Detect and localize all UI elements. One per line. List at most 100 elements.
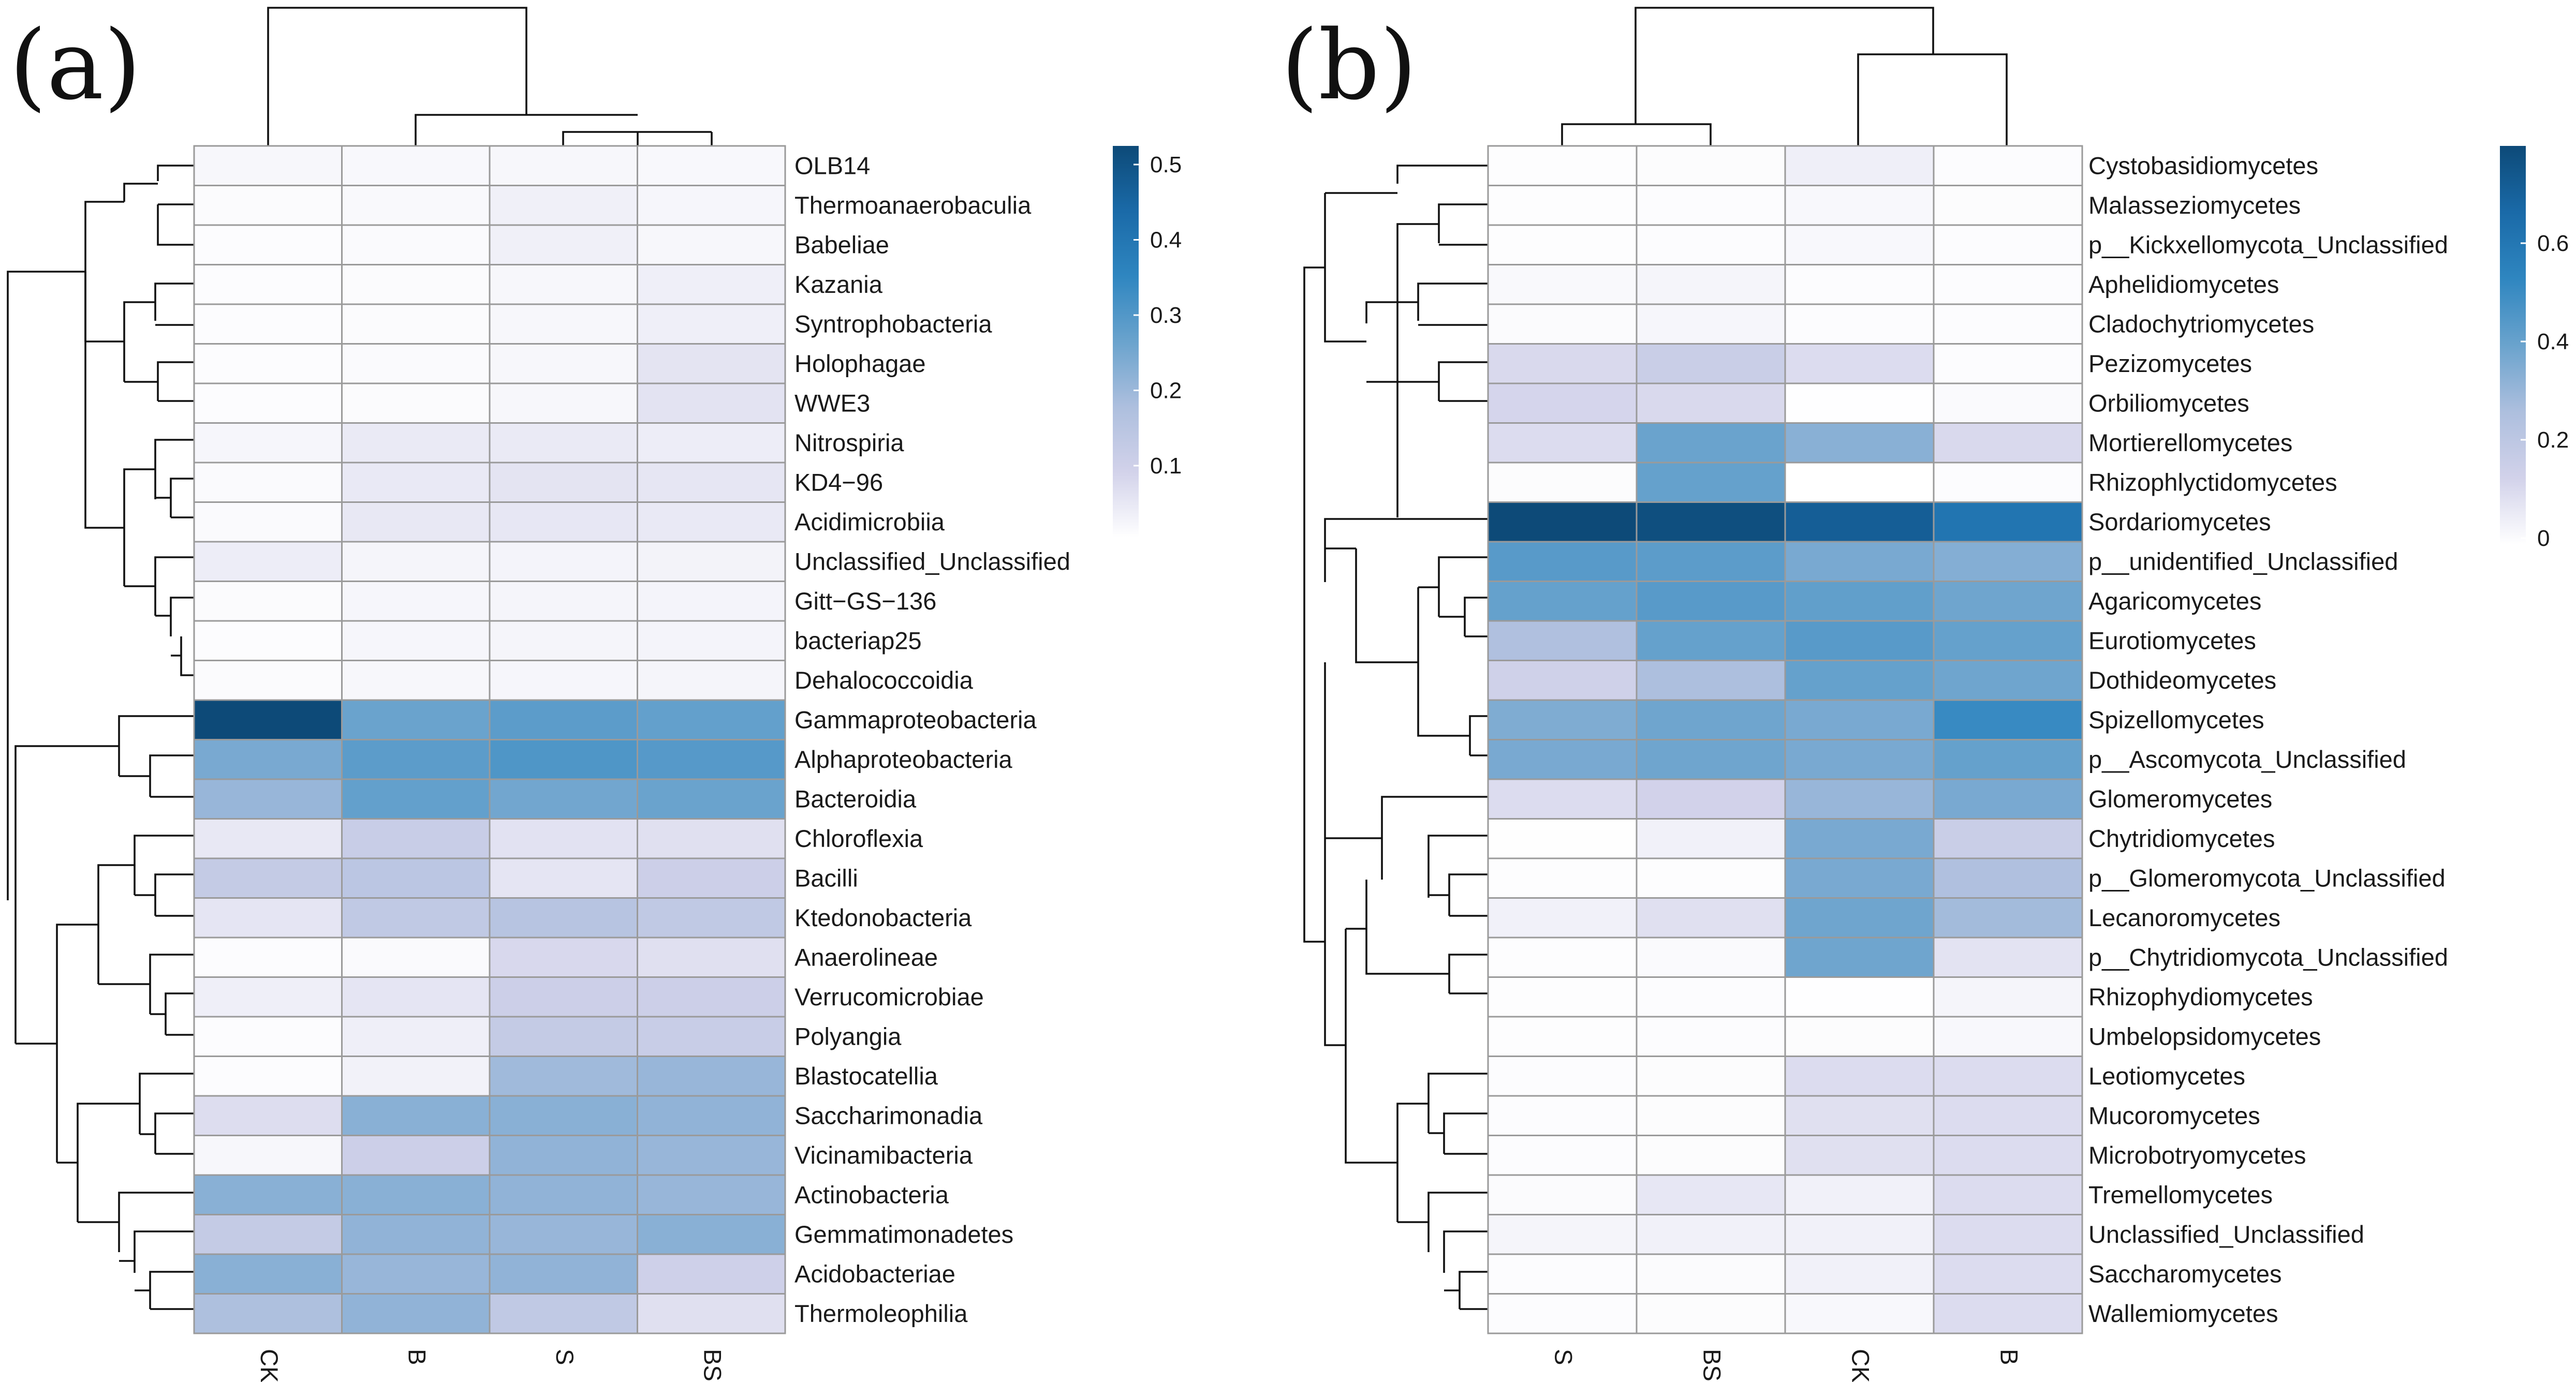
heatmap-cell-a-5-0 [193, 343, 343, 384]
row-label-a: Acidobacteriae [794, 1260, 955, 1287]
col-labels-b: S BS CK B [1550, 1349, 2023, 1382]
colorbar-gradient-b [2500, 146, 2526, 544]
row-label-b: p__Chytridiomycota_Unclassified [2088, 943, 2448, 971]
col-label-a: BS [699, 1349, 726, 1381]
heatmap-cell-b-3-0 [1487, 264, 1638, 305]
heatmap-cell-b-28-2 [1784, 1253, 1935, 1295]
heatmap-cell-a-15-3 [637, 739, 786, 780]
row-label-a: Vicinamibacteria [794, 1141, 973, 1169]
row-label-a: Dehalococcoidia [794, 666, 974, 694]
row-label-a: Babeliae [794, 231, 889, 258]
heatmap-cell-b-18-0 [1487, 857, 1638, 899]
heatmap-cell-b-5-3 [1933, 343, 2083, 384]
heatmap-cell-b-20-3 [1933, 937, 2083, 978]
heatmap-cell-b-26-0 [1487, 1174, 1638, 1215]
heatmap-cell-b-21-0 [1487, 976, 1638, 1018]
heatmap-cell-b-3-2 [1784, 264, 1935, 305]
heatmap-cell-b-11-1 [1636, 581, 1786, 622]
heatmap-cell-b-24-2 [1784, 1095, 1935, 1136]
heatmap-cell-b-29-1 [1636, 1293, 1786, 1334]
row-label-b: Rhizophydiomycetes [2088, 983, 2313, 1011]
heatmap-cell-a-12-1 [341, 620, 491, 661]
row-label-a: Thermoanaerobaculia [794, 191, 1032, 219]
heatmap-cell-b-28-1 [1636, 1253, 1786, 1295]
col-label-a: B [403, 1349, 431, 1365]
heatmap-cell-b-29-0 [1487, 1293, 1638, 1334]
heatmap-cell-a-15-0 [193, 739, 343, 780]
heatmap-cell-a-26-1 [341, 1174, 491, 1215]
heatmap-cell-a-25-3 [637, 1135, 786, 1176]
heatmap-cell-a-28-0 [193, 1253, 343, 1295]
heatmap-cell-b-13-2 [1784, 660, 1935, 701]
heatmap-cell-b-0-1 [1636, 145, 1786, 186]
col-dendrogram-a [267, 7, 713, 146]
heatmap-cell-a-25-1 [341, 1135, 491, 1176]
heatmap-cell-b-26-1 [1636, 1174, 1786, 1215]
heatmap-cell-b-25-3 [1933, 1135, 2083, 1176]
heatmap-cell-a-21-3 [637, 976, 786, 1018]
heatmap-cell-a-4-2 [489, 303, 638, 345]
heatmap-cell-b-15-0 [1487, 739, 1638, 780]
heatmap-cell-b-10-3 [1933, 541, 2083, 582]
heatmap-cell-a-3-3 [637, 264, 786, 305]
heatmap-cell-a-10-0 [193, 541, 343, 582]
heatmap-cell-a-19-3 [637, 897, 786, 939]
colorbar-tick-label-a: 0.1 [1150, 453, 1182, 479]
colorbar-tick-label-b: 0.2 [2537, 427, 2569, 453]
heatmap-cell-a-17-1 [341, 818, 491, 859]
row-label-a: Bacilli [794, 864, 858, 891]
row-label-b: Pezizomycetes [2088, 350, 2252, 377]
row-label-a: Blastocatellia [794, 1062, 938, 1090]
row-label-b: Tremellomycetes [2088, 1181, 2273, 1208]
heatmap-cell-a-14-0 [193, 699, 343, 740]
row-label-b: Rhizophlyctidomycetes [2088, 468, 2337, 496]
heatmap-cell-a-24-1 [341, 1095, 491, 1136]
heatmap-cell-b-16-0 [1487, 778, 1638, 820]
colorbar-tick-label-a: 0.2 [1150, 378, 1182, 404]
panel-a: (a) OLB14 Thermoanaerobaculia Babeliae Kaza… [7, 7, 1182, 1382]
heatmap-cell-a-11-3 [637, 581, 786, 622]
row-dendrogram-b [1303, 165, 1488, 1310]
heatmap-cell-b-29-3 [1933, 1293, 2083, 1334]
heatmap-cell-b-20-1 [1636, 937, 1786, 978]
heatmap-cell-a-22-1 [341, 1016, 491, 1057]
row-label-a: Unclassified_Unclassified [794, 547, 1070, 575]
row-label-b: Glomeromycetes [2088, 785, 2272, 812]
heatmap-cell-b-7-1 [1636, 422, 1786, 464]
heatmap-cell-a-11-0 [193, 581, 343, 622]
heatmap-cell-a-9-2 [489, 501, 638, 543]
heatmap-cell-a-22-3 [637, 1016, 786, 1057]
heatmap-cell-b-12-1 [1636, 620, 1786, 661]
row-label-a: Holophagae [794, 350, 926, 377]
heatmap-cell-b-14-3 [1933, 699, 2083, 740]
heatmap-cell-b-27-1 [1636, 1214, 1786, 1255]
heatmap-cell-a-25-0 [193, 1135, 343, 1176]
heatmap-cell-b-8-1 [1636, 462, 1786, 503]
heatmap-cell-a-19-0 [193, 897, 343, 939]
heatmap-cell-a-10-3 [637, 541, 786, 582]
colorbar-tick-label-b: 0.6 [2537, 231, 2569, 256]
heatmap-cell-a-3-0 [193, 264, 343, 305]
colorbar-a: 0.1 0.2 0.3 0.4 0.5 [1113, 146, 1182, 537]
heatmap-cell-b-24-0 [1487, 1095, 1638, 1136]
colorbar-tick-label-b: 0.4 [2537, 329, 2569, 354]
heatmap-cell-a-1-0 [193, 185, 343, 226]
heatmap-cell-a-27-1 [341, 1214, 491, 1255]
heatmap-cell-b-25-2 [1784, 1135, 1935, 1176]
heatmap-cell-a-11-1 [341, 581, 491, 622]
heatmap-cell-a-10-1 [341, 541, 491, 582]
row-label-a: Alphaproteobacteria [794, 746, 1013, 773]
heatmap-cell-b-12-0 [1487, 620, 1638, 661]
heatmap-cell-b-15-3 [1933, 739, 2083, 780]
colorbar-tick-label-a: 0.5 [1150, 152, 1182, 177]
heatmap-cell-b-8-3 [1933, 462, 2083, 503]
heatmap-cell-a-20-0 [193, 937, 343, 978]
heatmap-cell-b-17-1 [1636, 818, 1786, 859]
heatmap-cell-a-19-2 [489, 897, 638, 939]
heatmap-cell-b-17-3 [1933, 818, 2083, 859]
row-label-a: KD4−96 [794, 468, 883, 496]
heatmap-cell-b-1-0 [1487, 185, 1638, 226]
heatmap-cell-a-7-0 [193, 422, 343, 464]
col-labels-a: CK B S BS [256, 1349, 727, 1382]
